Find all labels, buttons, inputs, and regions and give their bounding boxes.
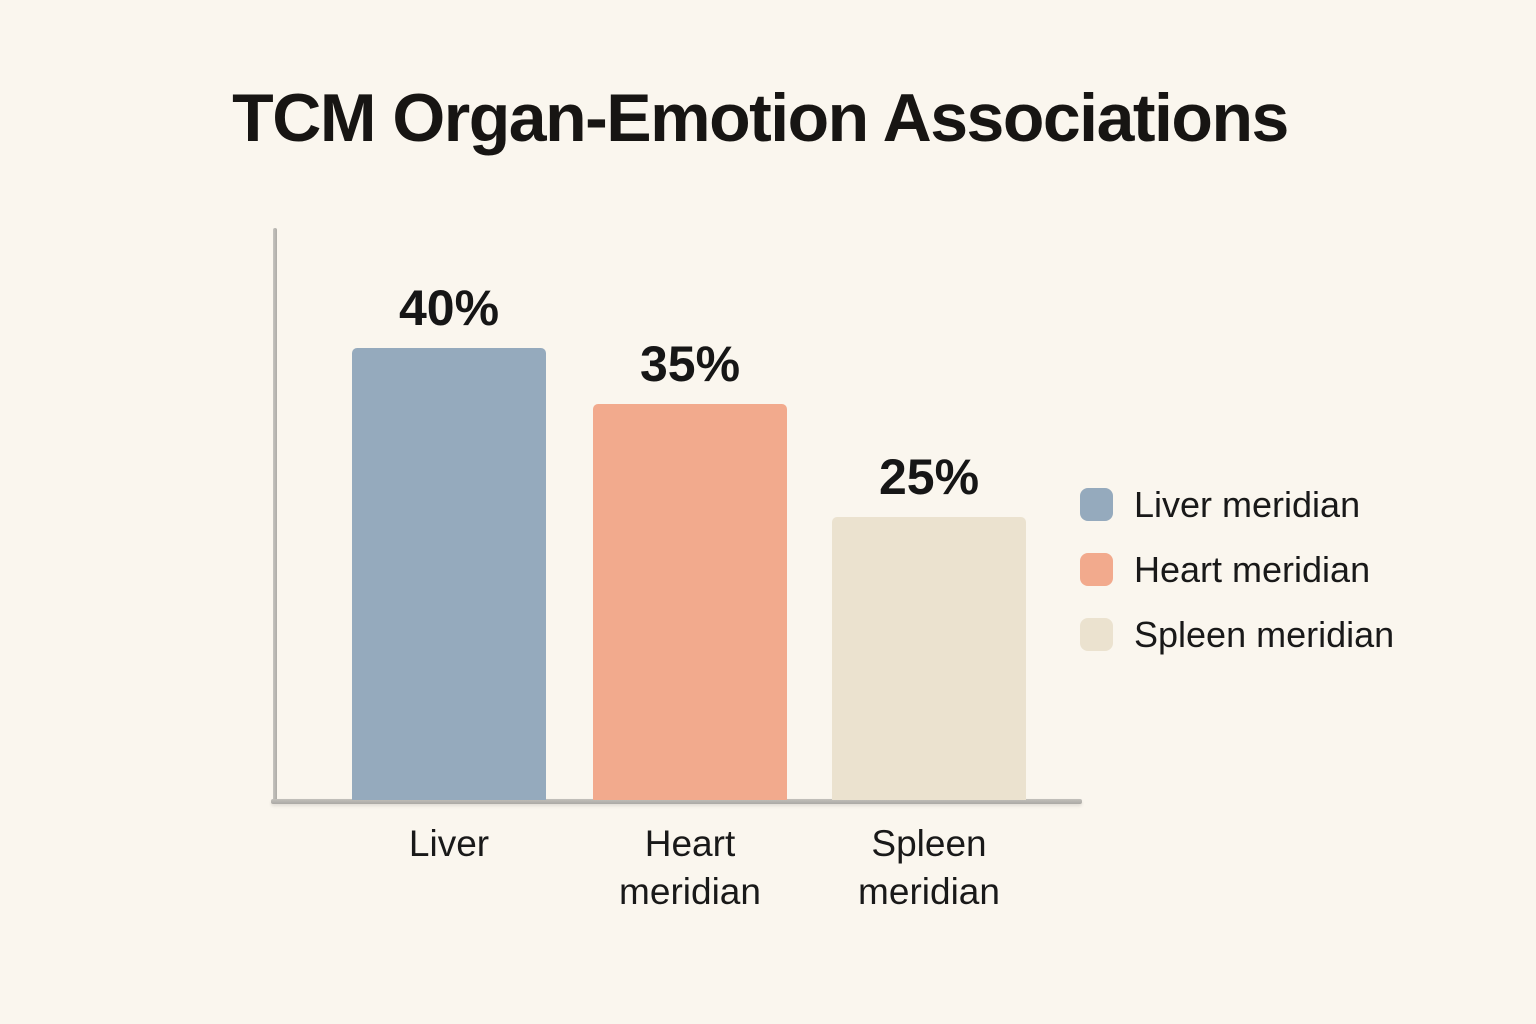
bar-heart-meridian [593,404,787,800]
bar-value-label-spleen-meridian: 25% [878,448,980,505]
legend-item-spleen-meridian: Spleen meridian [1080,613,1395,655]
legend-item-heart-meridian: Heart meridian [1080,548,1394,590]
x-axis-line [271,799,1082,804]
bar-column-heart-meridian: 35% [593,335,787,800]
bar-value-label-liver: 40% [398,279,500,336]
bar-liver [352,348,546,800]
bar-column-liver: 40% [352,279,546,800]
legend-label-liver-meridian: Liver meridian [1134,483,1361,525]
legend-swatch-spleen-meridian [1080,618,1113,651]
legend-swatch-liver-meridian [1080,488,1113,521]
bar-value-label-heart-meridian: 35% [639,335,741,392]
chart-title: TCM Organ-Emotion Associations [232,80,1289,156]
x-axis-label-liver: Liver [408,823,490,864]
legend-label-spleen-meridian: Spleen meridian [1134,613,1395,655]
legend: Liver meridian Heart meridian Spleen merid… [1080,483,1395,683]
legend-item-liver-meridian: Liver meridian [1080,483,1394,525]
x-axis-label-spleen-meridian: Spleen meridian [858,823,1000,913]
bar-column-spleen-meridian: 25% [832,448,1026,800]
bar-spleen-meridian [832,517,1026,800]
x-axis-label-heart-meridian: Heart meridian [619,823,761,913]
legend-swatch-heart-meridian [1080,553,1113,586]
y-axis-line [273,228,277,804]
legend-label-heart-meridian: Heart meridian [1134,548,1371,590]
